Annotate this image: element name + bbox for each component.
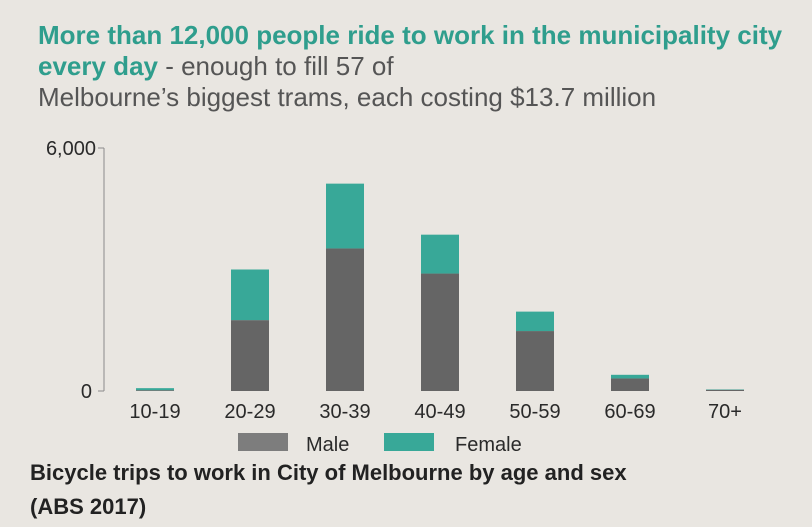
x-tick-label-60-69: 60-69 [604,401,655,423]
caption-line-2: (ABS 2017) [30,494,147,519]
legend-label-male: Male [306,434,349,456]
legend: Male Female [238,433,522,456]
chart-caption: Bicycle trips to work in City of Melbour… [30,456,810,524]
bar-male-30-39 [326,248,364,391]
bar-male-50-59 [516,331,554,391]
bar-male-60-69 [611,378,649,391]
bar-female-10-19 [136,388,174,391]
y-tick-label-max: 6,000 [46,138,96,160]
headline: More than 12,000 people ride to work in … [38,20,798,113]
bar-female-30-39 [326,183,364,249]
x-axis-labels: 10-19 20-29 30-39 40-49 50-59 60-69 70+ [129,401,742,423]
x-tick-label-20-29: 20-29 [224,401,275,423]
legend-swatch-female [384,433,434,451]
x-tick-label-40-49: 40-49 [414,401,465,423]
bar-male-20-29 [231,320,269,391]
caption-line-1: Bicycle trips to work in City of Melbour… [30,460,627,485]
bars-group [136,183,744,391]
headline-rest: - enough to fill 57 of [157,51,394,81]
legend-swatch-male [238,433,288,451]
bar-female-60-69 [611,374,649,379]
x-tick-label-50-59: 50-59 [509,401,560,423]
x-tick-label-10-19: 10-19 [129,401,180,423]
headline-strong: More than 12,000 people ride to work in … [38,20,783,81]
bar-male-10-19 [136,390,174,391]
bar-female-40-49 [421,234,459,274]
x-tick-label-70+: 70+ [708,401,742,423]
bar-female-50-59 [516,311,554,332]
y-axis: 6,000 0 [46,138,105,403]
bar-male-40-49 [421,273,459,391]
bar-female-20-29 [231,269,269,321]
headline-rest-line: Melbourne’s biggest trams, each costing … [38,82,657,112]
bar-male-70+ [706,389,744,391]
x-tick-label-30-39: 30-39 [319,401,370,423]
y-tick-label-zero: 0 [81,381,92,403]
legend-label-female: Female [455,434,522,456]
bicycle-trips-chart: 6,000 0 10-19 20-29 30-39 40-49 50-59 60-69 70+… [46,138,744,456]
